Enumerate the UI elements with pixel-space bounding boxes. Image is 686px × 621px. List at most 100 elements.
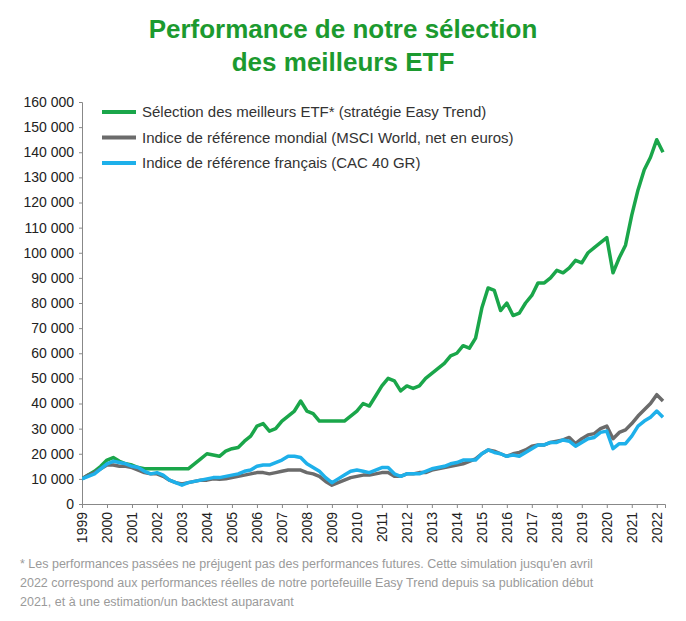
y-tick-mark bbox=[79, 303, 82, 304]
x-tick-mark bbox=[232, 504, 233, 508]
y-tick: 150 000 bbox=[23, 119, 82, 135]
y-tick-mark bbox=[79, 328, 82, 329]
y-tick-mark bbox=[79, 479, 82, 480]
x-tick-label: 2006 bbox=[249, 512, 265, 543]
y-axis: 010 00020 00030 00040 00050 00060 00070 … bbox=[23, 94, 82, 512]
x-tick: 1999 bbox=[74, 504, 90, 543]
x-tick: 2010 bbox=[349, 504, 365, 543]
footnote-line: 2021, et à une estimation/un backtest au… bbox=[20, 595, 294, 609]
y-tick: 70 000 bbox=[31, 320, 82, 336]
x-tick: 2019 bbox=[574, 504, 590, 543]
y-tick-label: 90 000 bbox=[31, 270, 74, 286]
y-tick: 110 000 bbox=[24, 220, 82, 236]
y-axis-line bbox=[79, 103, 83, 505]
x-tick: 2021 bbox=[624, 504, 640, 543]
y-tick-label: 70 000 bbox=[31, 320, 74, 336]
series-line bbox=[82, 411, 663, 485]
y-tick: 60 000 bbox=[31, 345, 82, 361]
x-tick-mark bbox=[607, 504, 608, 508]
x-tick-label: 1999 bbox=[74, 512, 90, 543]
footnote-line: * Les performances passées ne préjugent … bbox=[20, 557, 593, 571]
legend-swatch bbox=[102, 110, 136, 114]
x-tick-label: 2021 bbox=[624, 512, 640, 543]
x-tick: 2005 bbox=[224, 504, 240, 543]
x-tick: 2006 bbox=[249, 504, 265, 543]
y-tick: 90 000 bbox=[31, 270, 82, 286]
x-tick: 2020 bbox=[599, 504, 615, 543]
x-tick-mark bbox=[482, 504, 483, 508]
x-tick-mark bbox=[407, 504, 408, 508]
x-tick-mark bbox=[132, 504, 133, 508]
x-tick: 2015 bbox=[474, 504, 490, 543]
x-tick: 2016 bbox=[499, 504, 515, 543]
x-tick-mark bbox=[457, 504, 458, 508]
legend-label: Indice de référence mondial (MSCI World,… bbox=[142, 129, 514, 146]
x-tick-mark bbox=[632, 504, 633, 508]
y-tick-label: 100 000 bbox=[23, 245, 74, 261]
y-tick-label: 160 000 bbox=[23, 94, 74, 110]
x-tick-mark bbox=[182, 504, 183, 508]
y-tick-label: 80 000 bbox=[31, 295, 74, 311]
x-tick-mark bbox=[557, 504, 558, 508]
y-tick-label: 30 000 bbox=[31, 421, 74, 437]
y-tick-mark bbox=[79, 504, 82, 505]
y-tick-mark bbox=[79, 278, 82, 279]
x-tick-mark bbox=[332, 504, 333, 508]
x-tick-label: 2020 bbox=[599, 512, 615, 543]
x-tick: 2008 bbox=[299, 504, 315, 543]
x-tick-mark bbox=[82, 504, 83, 508]
x-tick-label: 2022 bbox=[649, 512, 665, 543]
y-tick-label: 110 000 bbox=[24, 220, 74, 236]
y-tick-label: 50 000 bbox=[31, 370, 74, 386]
title-line: des meilleurs ETF bbox=[232, 47, 455, 77]
x-tick-mark bbox=[307, 504, 308, 508]
x-tick-label: 2003 bbox=[174, 512, 190, 543]
x-tick-label: 2007 bbox=[274, 512, 290, 543]
x-tick: 2017 bbox=[524, 504, 540, 543]
y-tick: 80 000 bbox=[31, 295, 82, 311]
y-tick-mark bbox=[79, 228, 82, 229]
x-tick-mark bbox=[582, 504, 583, 508]
x-tick-label: 2012 bbox=[399, 512, 415, 543]
y-tick-mark bbox=[79, 378, 82, 379]
x-tick-mark bbox=[107, 504, 108, 508]
x-tick-label: 2001 bbox=[124, 512, 140, 543]
y-tick-mark bbox=[79, 152, 82, 153]
x-tick-mark bbox=[207, 504, 208, 508]
legend-label: Indice de référence français (CAC 40 GR) bbox=[142, 154, 420, 171]
x-tick-mark bbox=[282, 504, 283, 508]
x-tick-mark bbox=[382, 504, 383, 508]
x-tick-mark bbox=[507, 504, 508, 508]
x-tick-label: 2002 bbox=[149, 512, 165, 543]
x-tick: 2011 bbox=[374, 504, 390, 542]
x-tick-label: 2019 bbox=[574, 512, 590, 543]
x-tick: 2014 bbox=[449, 504, 465, 543]
x-tick-label: 2017 bbox=[524, 512, 540, 543]
x-tick: 2018 bbox=[549, 504, 565, 543]
y-tick-mark bbox=[79, 127, 82, 128]
y-tick: 30 000 bbox=[31, 421, 82, 437]
y-tick-label: 140 000 bbox=[23, 144, 74, 160]
title: Performance de notre sélectiondes meille… bbox=[149, 14, 538, 77]
y-tick-label: 150 000 bbox=[23, 119, 74, 135]
x-tick-label: 2004 bbox=[199, 512, 215, 543]
x-axis: 1999 2000 2001 2002 2003 2004 2005 2006 2007 2008… bbox=[74, 504, 665, 543]
x-tick: 2022 bbox=[649, 504, 665, 543]
x-tick: 2009 bbox=[324, 504, 340, 543]
x-tick-mark bbox=[657, 504, 658, 508]
footnote-line: 2022 correspond aux performances réelles… bbox=[20, 576, 594, 590]
y-tick-label: 40 000 bbox=[31, 395, 74, 411]
y-tick: 40 000 bbox=[31, 395, 82, 411]
x-tick: 2000 bbox=[99, 504, 115, 543]
y-tick-label: 0 bbox=[66, 496, 74, 512]
y-tick-label: 60 000 bbox=[31, 345, 74, 361]
chart: Performance de notre sélectiondes meille… bbox=[0, 0, 686, 621]
y-tick-label: 20 000 bbox=[31, 446, 74, 462]
footnote: * Les performances passées ne préjugent … bbox=[20, 557, 594, 609]
series-line bbox=[82, 140, 663, 479]
x-tick-mark bbox=[157, 504, 158, 508]
x-tick-label: 2018 bbox=[549, 512, 565, 543]
x-tick-mark bbox=[532, 504, 533, 508]
x-tick: 2003 bbox=[174, 504, 190, 543]
y-tick-mark bbox=[79, 253, 82, 254]
